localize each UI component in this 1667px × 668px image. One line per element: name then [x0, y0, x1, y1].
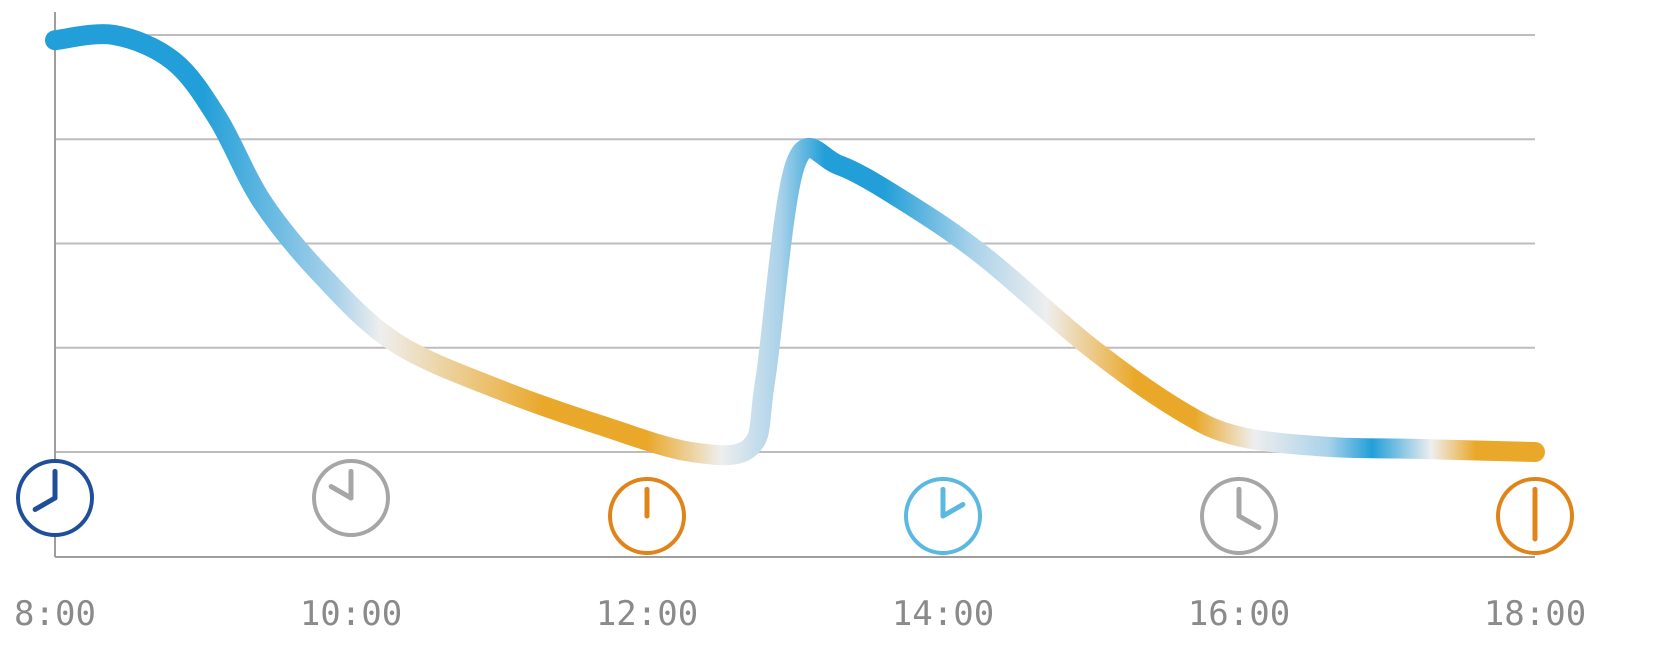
clock-icon [16, 459, 94, 537]
x-tick-label: 10:00 [300, 594, 402, 634]
series-line [45, 24, 1545, 466]
clock-icon [1200, 477, 1278, 555]
clock-icon [1496, 477, 1574, 555]
x-tick-label: 16:00 [1188, 594, 1290, 634]
axis-layer [54, 12, 1535, 558]
x-tick-labels: 8:00 10:00 12:00 14:00 16:00 18:00 [14, 594, 1586, 634]
x-tick-label: 12:00 [596, 594, 698, 634]
grid-layer [55, 34, 1535, 453]
x-tick-label: 8:00 [14, 594, 96, 634]
clock-icon [312, 459, 390, 537]
x-tick-label: 14:00 [892, 594, 994, 634]
x-tick-label: 18:00 [1484, 594, 1586, 634]
clock-icon [608, 477, 686, 555]
clock-icon [904, 477, 982, 555]
clock-markers [16, 459, 1574, 555]
series-layer [45, 24, 1545, 466]
